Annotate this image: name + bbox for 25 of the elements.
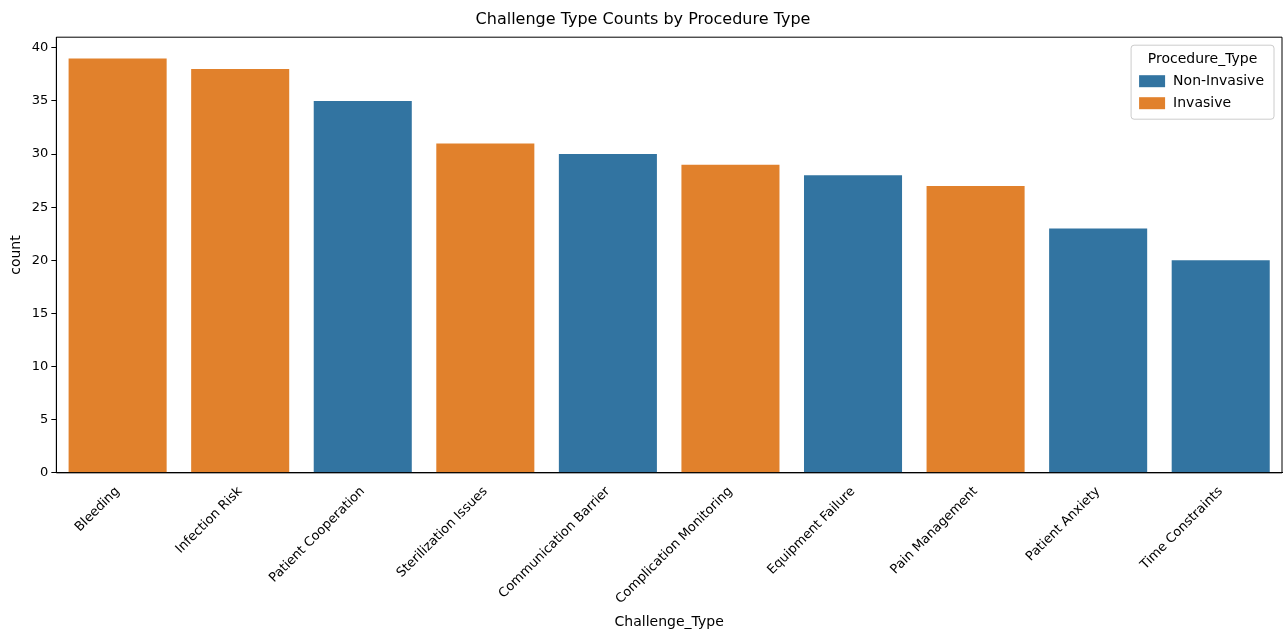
y-tick-label: 20: [31, 251, 49, 267]
y-tick-label: 30: [31, 145, 49, 161]
legend-label: Invasive: [1173, 93, 1232, 110]
bar: [68, 58, 167, 473]
bar: [681, 164, 780, 473]
bar: [926, 185, 1025, 473]
y-tick-label: 5: [40, 411, 49, 427]
bar: [436, 143, 535, 473]
y-axis-title: count: [7, 234, 24, 275]
legend-title: Procedure_Type: [1147, 49, 1258, 66]
y-tick-label: 0: [40, 464, 49, 480]
y-tick-label: 15: [31, 304, 49, 320]
chart-title: Challenge Type Counts by Procedure Type: [475, 8, 811, 28]
bar: [191, 69, 290, 473]
bar: [558, 154, 657, 473]
y-tick-label: 35: [31, 92, 49, 108]
x-axis-title: Challenge_Type: [614, 613, 724, 630]
y-tick-label: 40: [31, 39, 49, 55]
bar: [803, 175, 903, 473]
bar: [313, 100, 412, 473]
bar: [1171, 260, 1270, 473]
y-tick-label: 25: [31, 198, 49, 214]
bar: [1049, 228, 1148, 473]
y-tick-label: 10: [31, 357, 49, 373]
legend-label: Non-Invasive: [1173, 71, 1265, 88]
